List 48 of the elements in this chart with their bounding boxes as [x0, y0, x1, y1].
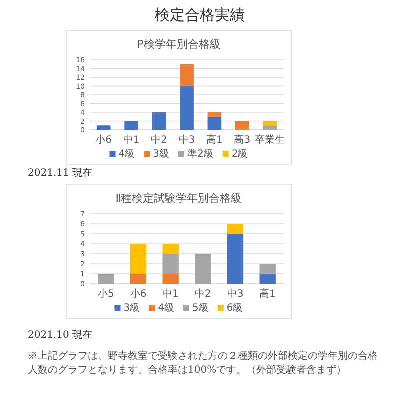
bar: [180, 64, 194, 86]
x-tick-label: 中3: [178, 134, 196, 146]
bar: [263, 126, 278, 130]
x-tick-label: 小6: [130, 288, 147, 300]
bar: [152, 112, 166, 130]
x-tick-label: 中3: [227, 288, 244, 300]
legend-label: 準2級: [188, 148, 214, 160]
bar: [260, 274, 276, 284]
x-tick-label: 中1: [123, 134, 140, 146]
x-tick-label: 小6: [96, 134, 112, 146]
bar: [208, 116, 222, 130]
bar: [236, 121, 250, 130]
legend-label: 3級: [124, 303, 140, 314]
bar: [208, 112, 222, 117]
bar: [227, 224, 244, 234]
bar: [98, 274, 114, 284]
x-tick-label: 小5: [98, 288, 114, 300]
bar: [195, 254, 212, 284]
text: 検定合格実績: [154, 5, 246, 26]
bar: [263, 121, 278, 126]
text: 2021.10 現在: [28, 329, 94, 343]
legend-label: 3級: [153, 149, 170, 160]
x-tick-label: 中2: [194, 288, 212, 300]
x-tick-label: 中2: [151, 134, 168, 146]
chart-title: P検学年別合格級: [137, 38, 221, 51]
x-tick-label: 中1: [162, 288, 180, 300]
legend-label: 5級: [192, 303, 209, 314]
chart-title: Ⅱ種検定試験学年別合格級: [116, 192, 242, 205]
bar: [96, 126, 111, 130]
bar: [162, 274, 179, 284]
bar: [162, 244, 179, 254]
x-tick-label: 高3: [234, 134, 251, 146]
bar: [130, 274, 147, 284]
text: 2021.11 現在: [28, 167, 94, 181]
x-tick-label: 卒業生: [255, 134, 286, 146]
bar: [180, 86, 194, 130]
bar: [124, 121, 138, 130]
bar: [130, 244, 147, 274]
bar: [162, 254, 179, 274]
legend-label: 4級: [158, 303, 174, 314]
x-tick-label: 高1: [206, 134, 223, 146]
legend-label: 2級: [232, 149, 248, 160]
legend-label: 6級: [226, 303, 244, 314]
bar: [227, 234, 244, 284]
legend-label: 4級: [118, 149, 136, 160]
bar: [260, 264, 276, 274]
x-tick-label: 高1: [260, 288, 276, 300]
text: ※上記グラフは、野寺教室で受験された方の２種類の外部検定の学年別の合格人数のグラフとなります。合格率は100%です。（外部受験者含まず）: [28, 350, 378, 378]
